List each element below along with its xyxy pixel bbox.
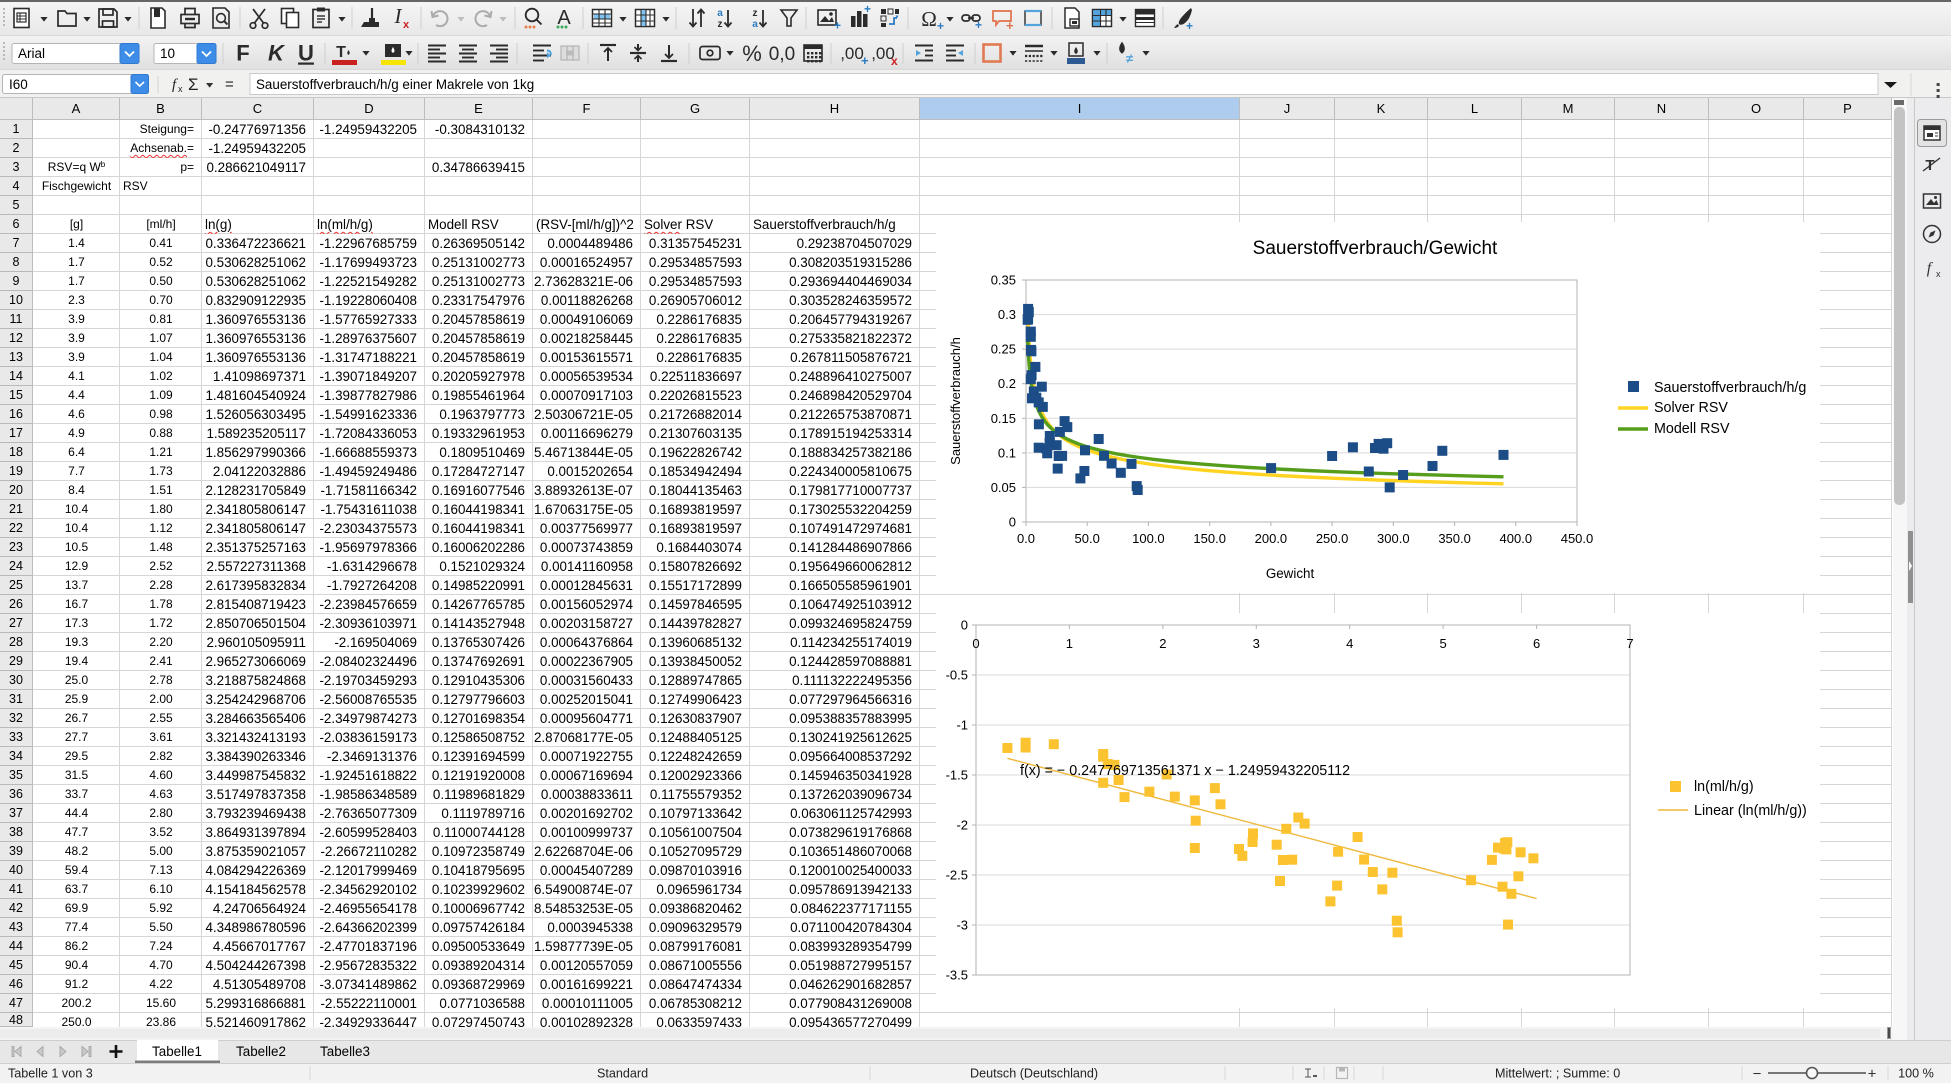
svg-text:200.0: 200.0	[1255, 531, 1288, 546]
svg-text:4: 4	[1346, 636, 1353, 651]
svg-text:Tabelle2: Tabelle2	[236, 1044, 286, 1059]
svg-text:Tabelle 1 von 3: Tabelle 1 von 3	[8, 1067, 93, 1081]
svg-text:x: x	[178, 84, 183, 94]
svg-text:Deutsch (Deutschland): Deutsch (Deutschland)	[970, 1067, 1098, 1081]
svg-text:a: a	[717, 8, 723, 19]
svg-text:-3: -3	[956, 918, 968, 933]
svg-text:Tabelle3: Tabelle3	[320, 1044, 370, 1059]
svg-text:+: +	[937, 19, 944, 33]
svg-text:0.1: 0.1	[998, 445, 1016, 460]
svg-text:5: 5	[1439, 636, 1446, 651]
svg-text:-0.5: -0.5	[946, 668, 968, 683]
svg-text:10: 10	[160, 46, 175, 61]
svg-text:T: T	[336, 44, 346, 61]
svg-text:400.0: 400.0	[1500, 531, 1533, 546]
svg-text:-3.5: -3.5	[946, 968, 968, 983]
svg-text:+: +	[864, 2, 871, 16]
svg-text:Mittelwert: ; Summe: 0: Mittelwert: ; Summe: 0	[1495, 1067, 1620, 1081]
svg-text:0.35: 0.35	[991, 273, 1016, 288]
svg-text:100.0: 100.0	[1132, 531, 1165, 546]
svg-text:0.2: 0.2	[998, 376, 1016, 391]
svg-text:Gewicht: Gewicht	[1266, 566, 1315, 581]
svg-text:Sauerstoffverbrauch/Gewicht: Sauerstoffverbrauch/Gewicht	[1253, 238, 1498, 259]
svg-text:ln(ml/h/g): ln(ml/h/g)	[1694, 779, 1754, 795]
svg-text:300.0: 300.0	[1377, 531, 1410, 546]
svg-text:A: A	[557, 7, 571, 29]
svg-text:x: x	[1936, 269, 1941, 279]
svg-text:0.25: 0.25	[991, 342, 1016, 357]
svg-text:3: 3	[1253, 636, 1260, 651]
svg-text:x: x	[891, 54, 898, 68]
svg-text:+: +	[1868, 1066, 1877, 1083]
svg-text:Arial: Arial	[18, 46, 45, 61]
svg-text:Linear (ln(ml/h/g)): Linear (ln(ml/h/g))	[1694, 803, 1807, 819]
svg-text:≠: ≠	[1126, 51, 1133, 66]
svg-text:Standard: Standard	[597, 1067, 648, 1081]
svg-text:F: F	[236, 41, 249, 66]
svg-text:0.15: 0.15	[991, 411, 1016, 426]
svg-text:%: %	[742, 41, 762, 66]
svg-text:Σ: Σ	[188, 75, 199, 94]
svg-text:Sauerstoffverbrauch/h/g: Sauerstoffverbrauch/h/g	[1654, 380, 1806, 396]
svg-text:Ω: Ω	[921, 7, 937, 31]
svg-text:U: U	[298, 41, 314, 66]
svg-text:Modell RSV: Modell RSV	[1654, 421, 1730, 437]
svg-text:0: 0	[972, 636, 979, 651]
svg-text:6: 6	[1533, 636, 1540, 651]
svg-text:−: −	[1753, 1066, 1762, 1083]
svg-text:f: f	[172, 77, 178, 93]
svg-text:Tabelle1: Tabelle1	[152, 1044, 202, 1059]
svg-text:0.3: 0.3	[998, 307, 1016, 322]
svg-text:z: z	[753, 8, 758, 19]
svg-text:150.0: 150.0	[1193, 531, 1226, 546]
svg-text:,00: ,00	[871, 44, 895, 63]
svg-text:0.0: 0.0	[1017, 531, 1035, 546]
svg-text:+: +	[975, 18, 982, 32]
svg-text:0.05: 0.05	[991, 480, 1016, 495]
svg-text:-2.5: -2.5	[946, 868, 968, 883]
svg-text:=: =	[225, 76, 234, 93]
svg-text:f(x) = − 0.247769713561371 x −: f(x) = − 0.247769713561371 x − 1.2495943…	[1020, 763, 1350, 779]
svg-text:+: +	[1006, 18, 1014, 33]
svg-text:Sauerstoffverbrauch/h: Sauerstoffverbrauch/h	[948, 337, 963, 465]
svg-text:+: +	[834, 19, 841, 33]
svg-text:250.0: 250.0	[1316, 531, 1349, 546]
svg-text:K: K	[268, 41, 286, 66]
svg-text:-1: -1	[956, 718, 968, 733]
svg-text:7: 7	[1626, 636, 1633, 651]
svg-text:50.0: 50.0	[1075, 531, 1100, 546]
svg-text:100 %: 100 %	[1898, 1067, 1934, 1081]
svg-text:-1.5: -1.5	[946, 768, 968, 783]
svg-text:a: a	[752, 19, 758, 30]
svg-text:Sauerstoffverbrauch/h/g einer: Sauerstoffverbrauch/h/g einer Makrele vo…	[256, 77, 534, 92]
svg-text:0: 0	[1009, 515, 1016, 530]
svg-text:f: f	[1927, 260, 1934, 277]
svg-text:2: 2	[1159, 636, 1166, 651]
svg-text:1: 1	[1066, 636, 1073, 651]
svg-text:I: I	[394, 4, 403, 28]
svg-text:+: +	[861, 53, 869, 68]
svg-text:0: 0	[961, 618, 968, 633]
svg-text:,00: ,00	[840, 44, 864, 63]
svg-text:x: x	[403, 19, 410, 31]
svg-text:z: z	[718, 19, 723, 30]
svg-text:0,0: 0,0	[769, 44, 795, 65]
svg-text:350.0: 350.0	[1438, 531, 1471, 546]
svg-text:I60: I60	[9, 77, 28, 92]
svg-text:450.0: 450.0	[1561, 531, 1594, 546]
svg-text:+: +	[1186, 19, 1193, 33]
svg-text:Solver RSV: Solver RSV	[1654, 400, 1728, 416]
svg-text:-2: -2	[956, 818, 968, 833]
